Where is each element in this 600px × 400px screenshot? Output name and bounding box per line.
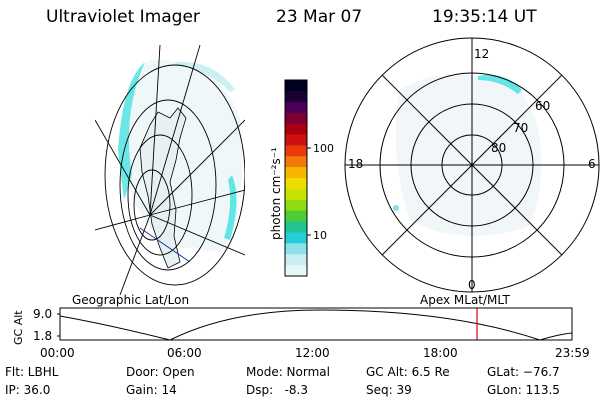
alt-ytick-1-8: 1.8 [33,329,52,343]
colorbar-segment [285,178,307,190]
status-gc-alt: GC Alt: 6.5 Re [366,365,450,379]
colorbar-segment [285,254,307,266]
date-label: 23 Mar 07 [276,7,363,27]
colorbar-segment [285,134,307,146]
colorbar-segment [285,221,307,233]
status-mode: Mode: Normal [246,365,330,379]
colorbar-segment [285,265,307,277]
status-glon: GLon: 113.5 [487,383,560,397]
colorbar-segment [285,112,307,125]
alt-ytick-9: 9.0 [33,307,52,321]
status-gain: Gain: 14 [126,383,177,397]
geographic-map [95,45,245,295]
colorbar-segment [285,243,307,255]
polar-grid [344,37,600,293]
polar-plot: 12 18 6 0 60 70 80 [344,37,600,293]
status-door: Door: Open [126,365,195,379]
colorbar-segment [285,80,307,92]
colorbar-segment [285,199,307,212]
colorbar-unit-label: photon cm⁻²s⁻¹ [269,147,283,240]
colorbar-segment [285,123,307,135]
apex-caption: Apex MLat/MLT [420,293,510,307]
alt-xtick-0600: 06:00 [167,346,202,360]
alt-ylabel: GC Alt [12,310,25,345]
colorbar-tick-100: 100 [313,142,334,155]
colorbar: 100 10 photon cm⁻²s⁻¹ [269,79,334,277]
mlt-label-0: 0 [468,278,476,292]
colorbar-segment [285,188,307,201]
status-seq: Seq: 39 [366,383,412,397]
status-glat: GLat: −76.7 [487,365,560,379]
mlat-label-80: 80 [491,141,506,155]
colorbar-tick-10: 10 [313,229,327,242]
colorbar-segment [285,232,307,244]
time-label: 19:35:14 UT [432,7,537,27]
colorbar-segment [285,167,307,179]
status-flt: Flt: LBHL [5,365,59,379]
polar-aurora-image [393,74,542,236]
mlat-label-70: 70 [513,121,528,135]
colorbar-segment [285,145,307,157]
instrument-title: Ultraviolet Imager [46,7,200,27]
alt-xtick-2359: 23:59 [555,346,590,360]
colorbar-segment [285,210,307,223]
colorbar-segment [285,90,307,103]
status-dsp: Dsp: -8.3 [246,383,309,397]
alt-xtick-0000: 00:00 [40,346,75,360]
mlt-label-6: 6 [588,157,596,171]
satellite-track-line [139,227,191,263]
mlt-label-18: 18 [348,157,363,171]
mlt-label-12: 12 [474,47,489,61]
colorbar-segment [285,101,307,114]
alt-xtick-1800: 18:00 [423,346,458,360]
geographic-grid [95,45,245,295]
altitude-plot: 9.0 1.8 GC Alt 00:00 06:00 12:00 18:00 2… [12,307,590,360]
geographic-caption: Geographic Lat/Lon [72,293,189,307]
mlat-label-60: 60 [535,99,550,113]
status-ip: IP: 36.0 [5,383,51,397]
colorbar-segment [285,156,307,168]
alt-xtick-1200: 12:00 [295,346,330,360]
altitude-curve [60,309,572,340]
